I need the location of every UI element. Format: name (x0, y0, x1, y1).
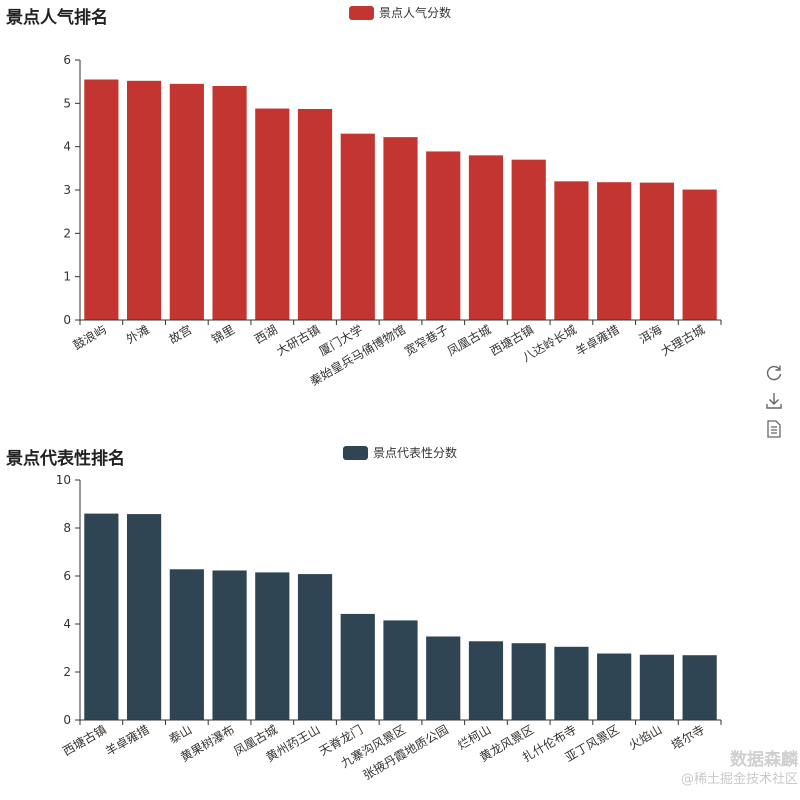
y-tick-label: 5 (63, 96, 71, 110)
legend-popularity[interactable]: 景点人气分数 (349, 4, 451, 21)
bar-2 (127, 80, 162, 320)
bar-2 (127, 514, 162, 720)
y-tick-label: 1 (63, 270, 71, 284)
x-tick-label: 火焰山 (626, 722, 665, 753)
bar-9 (426, 636, 461, 720)
bar-9 (426, 151, 461, 320)
bar-6 (297, 108, 333, 320)
watermark-source: @稀土掘金技术社区 (680, 772, 798, 787)
y-tick-label: 2 (63, 226, 71, 240)
bar-3 (169, 83, 204, 320)
y-tick-label: 6 (63, 569, 71, 583)
chart-title-representativeness: 景点代表性排名 (6, 449, 125, 469)
legend-representativeness[interactable]: 景点代表性分数 (343, 444, 457, 461)
refresh-icon[interactable] (764, 363, 784, 383)
bar-4 (212, 86, 247, 320)
y-tick-label: 0 (63, 313, 71, 327)
y-tick-label: 2 (63, 665, 71, 679)
y-tick-label: 0 (63, 713, 71, 727)
y-tick-label: 8 (63, 521, 71, 535)
chart-toolbox (764, 363, 786, 447)
download-icon[interactable] (764, 391, 784, 411)
bar-11 (511, 643, 546, 720)
bar-14 (639, 182, 674, 320)
bar-8 (383, 620, 418, 720)
y-tick-label: 10 (56, 473, 71, 487)
bar-7 (340, 613, 375, 720)
legend-label: 景点代表性分数 (373, 446, 458, 460)
bar-10 (468, 641, 504, 720)
x-tick-label: 羊卓雍措 (103, 722, 152, 759)
legend-label: 景点人气分数 (379, 6, 452, 20)
watermark-brand: 数据森麟 (730, 750, 798, 770)
x-tick-label: 塔尔寺 (668, 722, 707, 753)
bar-5 (255, 108, 290, 321)
y-tick-label: 6 (63, 53, 71, 67)
bar-12 (554, 181, 589, 320)
bar-10 (468, 155, 504, 320)
bar-1 (84, 79, 119, 320)
bar-5 (255, 572, 290, 720)
y-tick-label: 4 (63, 617, 71, 631)
chart-title-popularity: 景点人气排名 (6, 8, 108, 28)
y-tick-label: 4 (63, 140, 71, 154)
bar-6 (297, 574, 333, 720)
bar-4 (212, 570, 247, 720)
bar-8 (383, 137, 418, 320)
data-view-icon[interactable] (764, 419, 784, 439)
bar-1 (84, 513, 119, 720)
y-tick-label: 3 (63, 183, 71, 197)
x-tick-label: 泰山 (167, 722, 195, 746)
legend-swatch (349, 5, 374, 20)
x-tick-label: 西塘古镇 (60, 722, 109, 759)
bar-11 (511, 159, 546, 320)
watermark: 数据森麟 @稀土掘金技术社区 (636, 750, 798, 790)
bar-7 (340, 133, 375, 320)
legend-swatch (343, 445, 368, 460)
bar-15 (682, 655, 717, 720)
bar-3 (169, 569, 204, 720)
bar-13 (597, 653, 632, 720)
bar-15 (682, 189, 717, 320)
bar-13 (597, 182, 632, 320)
bar-12 (554, 646, 589, 720)
bar-14 (639, 654, 674, 720)
